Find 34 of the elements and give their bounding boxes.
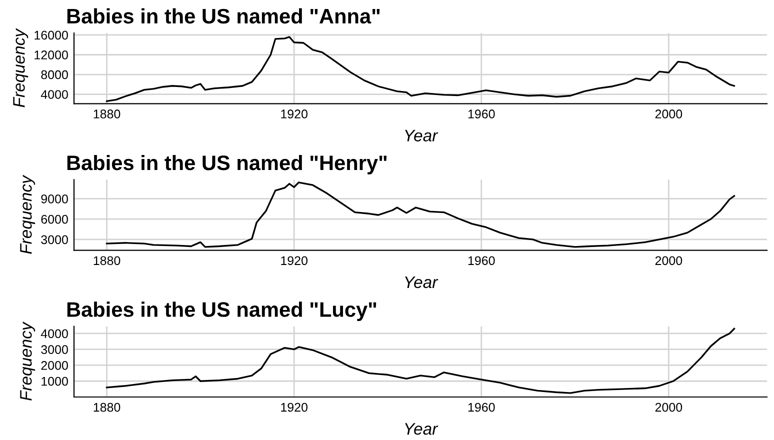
y-tick-label: 3000 xyxy=(41,235,68,244)
y-tick-label: 9000 xyxy=(41,194,68,204)
line-series xyxy=(106,182,736,248)
y-axis-title: Frequency xyxy=(20,321,36,401)
y-axis-title: Frequency xyxy=(20,174,36,254)
x-axis-title: Year xyxy=(405,423,438,435)
y-tick-label: 6000 xyxy=(41,214,68,224)
y-axis-title: Frequency xyxy=(13,28,28,108)
x-tick-label: 2000 xyxy=(655,110,682,118)
x-tick-label: 1880 xyxy=(94,256,120,266)
y-tick-label: 4000 xyxy=(40,329,68,338)
x-tick-label: 1880 xyxy=(94,402,120,412)
y-tick-label: 3000 xyxy=(41,345,68,354)
y-tick-label: 8000 xyxy=(41,70,68,80)
y-tick-label: 1000 xyxy=(42,376,68,386)
x-tick-label: 1920 xyxy=(281,256,308,266)
x-tick-label: 2000 xyxy=(655,256,682,266)
x-tick-label: 1960 xyxy=(468,402,495,412)
chart-title: Babies in the US named "Anna" xyxy=(67,8,380,24)
x-tick-label: 1880 xyxy=(94,110,120,118)
x-axis-title: Year xyxy=(405,130,438,142)
y-tick-label: 16000 xyxy=(34,30,68,40)
y-tick-label: 4000 xyxy=(40,90,68,99)
y-tick-label: 2000 xyxy=(41,361,68,370)
x-tick-label: 1960 xyxy=(468,110,495,118)
line-series xyxy=(106,328,736,394)
y-tick-label: 12000 xyxy=(34,50,68,60)
x-tick-label: 1960 xyxy=(468,256,495,266)
x-tick-label: 2000 xyxy=(655,402,682,412)
x-tick-label: 1920 xyxy=(281,402,308,412)
chart-title: Babies in the US named "Lucy" xyxy=(67,302,376,322)
chart-title: Babies in the US named "Henry" xyxy=(67,154,387,174)
x-tick-label: 1920 xyxy=(281,110,308,118)
x-axis-title: Year xyxy=(405,276,438,288)
